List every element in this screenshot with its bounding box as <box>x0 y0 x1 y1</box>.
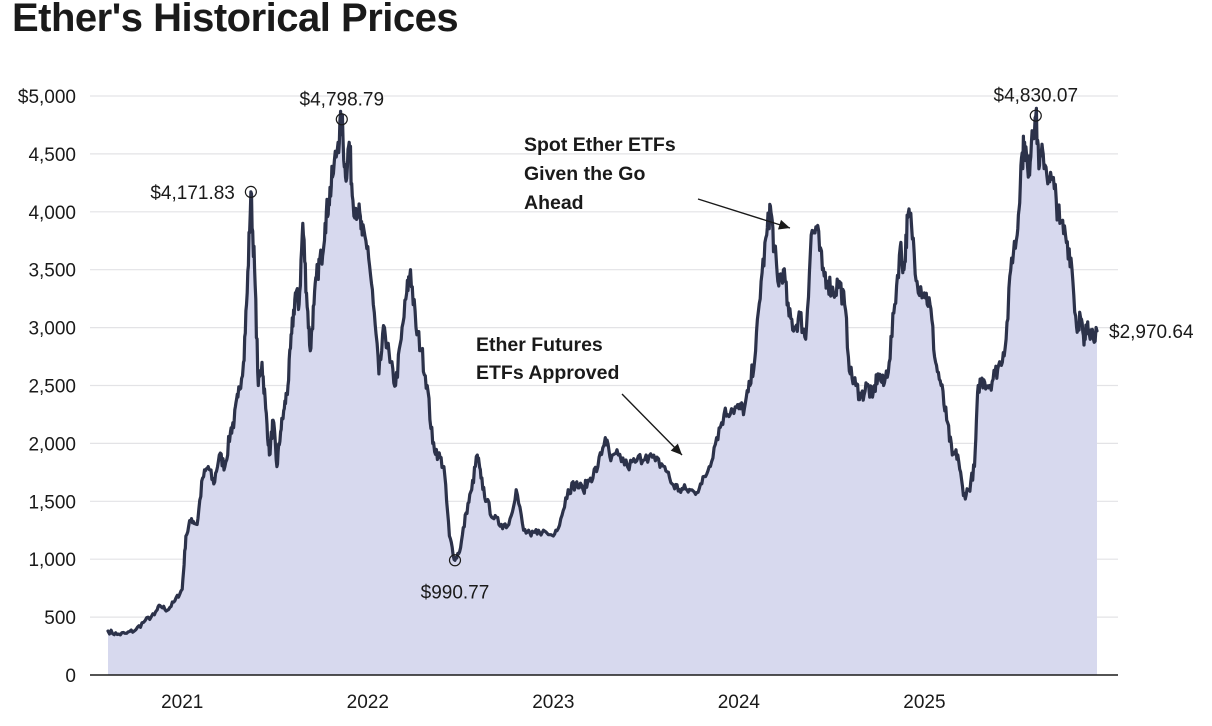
annotation-text: Ahead <box>524 192 584 214</box>
annotation-arrow <box>621 393 683 456</box>
price-line <box>106 106 1099 637</box>
peak-marker <box>244 185 257 199</box>
y-tick-label: 3,000 <box>28 319 76 340</box>
x-tick-label: 2022 <box>347 692 389 713</box>
annotation-text: ETFs Approved <box>476 362 619 384</box>
annotation-text: Spot Ether ETFs <box>524 134 676 156</box>
annotations: Ether Futures ETFs Approved Spot Ether ETF… <box>476 134 791 456</box>
x-tick-label: 2024 <box>718 692 761 713</box>
y-tick-label: 4,000 <box>28 203 76 224</box>
arrowhead-icon <box>778 219 790 230</box>
x-tick-label: 2023 <box>532 692 574 713</box>
x-tick-label: 2025 <box>903 692 945 713</box>
data-label: $4,830.07 <box>994 86 1079 107</box>
peak-marker <box>1029 109 1042 122</box>
area-layer <box>106 106 1099 675</box>
data-label: $2,970.64 <box>1109 322 1194 343</box>
y-tick-label: 1,000 <box>28 550 76 571</box>
annotation-spot-etf: Spot Ether ETFs Given the Go Ahead <box>524 134 791 230</box>
annotation-futures-etf: Ether Futures ETFs Approved <box>476 334 683 456</box>
y-tick-label: 1,500 <box>28 492 76 513</box>
axes: 0 500 1,000 1,500 2,000 2,500 3,000 3,500 4,000 4… <box>18 87 1118 713</box>
y-tick-label: 3,500 <box>28 261 76 282</box>
arrowhead-icon <box>670 443 682 455</box>
x-tick-label: 2021 <box>161 692 203 713</box>
data-label: $990.77 <box>421 582 490 603</box>
y-tick-label: 2,000 <box>28 434 76 455</box>
y-tick-label: 500 <box>44 608 76 629</box>
y-tick-label: 0 <box>65 666 76 687</box>
data-label: $4,171.83 <box>150 183 235 204</box>
data-label: $4,798.79 <box>300 89 385 110</box>
y-tick-label: 2,500 <box>28 377 76 398</box>
price-area <box>108 108 1097 675</box>
peak-marker <box>448 554 462 567</box>
annotation-arrow <box>697 198 791 229</box>
y-tick-label: $5,000 <box>18 87 76 108</box>
chart-title: Ether's Historical Prices <box>12 0 459 40</box>
annotation-text: Ether Futures <box>476 334 603 356</box>
data-labels: $4,171.83 $4,798.79 $990.77 $4,830.07 $2,970… <box>150 86 1194 604</box>
peak-marker <box>335 113 348 126</box>
annotation-text: Given the Go <box>524 163 645 185</box>
y-tick-label: 4,500 <box>28 145 76 166</box>
